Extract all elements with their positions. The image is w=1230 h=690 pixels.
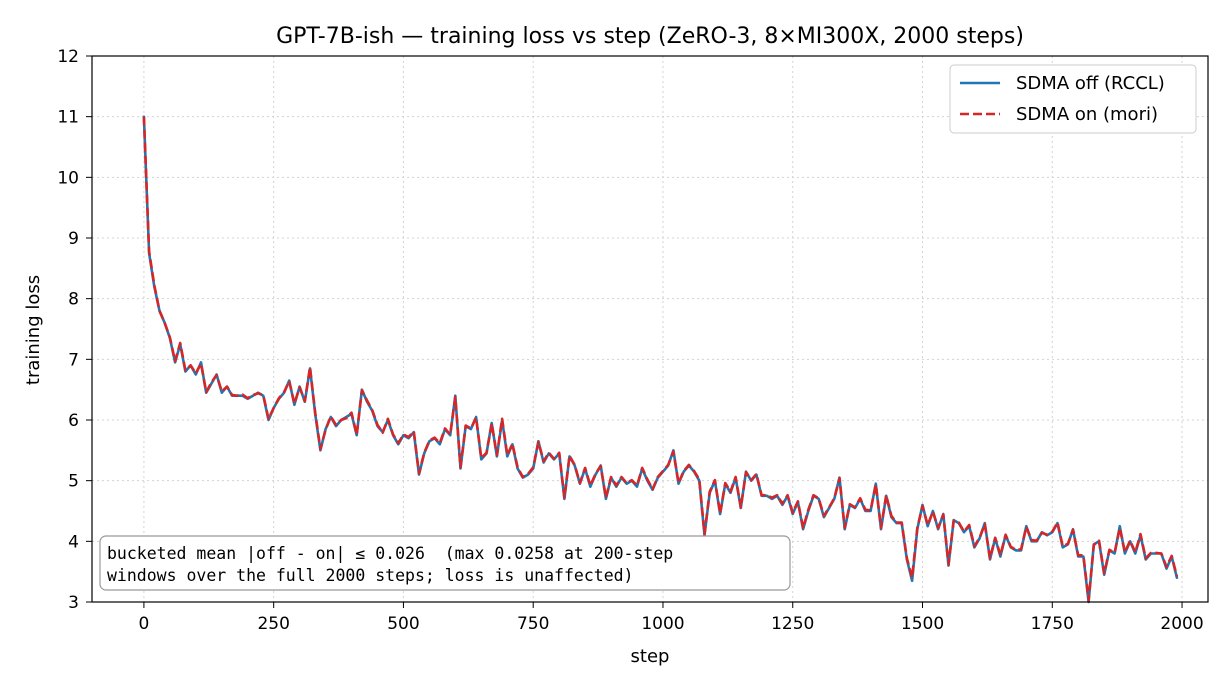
annotation-frame: [99, 535, 791, 591]
legend-label-sdma-off: SDMA off (RCCL): [1016, 73, 1165, 94]
legend-box: [949, 64, 1197, 134]
y-tick-label: 4: [68, 532, 79, 552]
y-tick-label: 8: [68, 290, 79, 310]
y-tick-label: 12: [57, 47, 79, 67]
annotation-box: bucketed mean |off - on| ≤ 0.026 (max 0.…: [99, 535, 791, 591]
y-tick-label: 9: [68, 229, 79, 249]
chart-title: GPT-7B-ish — training loss vs step (ZeRO…: [276, 24, 1024, 49]
y-axis-label: training loss: [23, 275, 44, 385]
tick-layer: 0 250 500 750 1000 1250 1500 1750 2000 3 4 5 6 7 8 9 10 1…: [57, 47, 1203, 634]
x-tick-label: 500: [387, 614, 419, 634]
y-tick-label: 10: [57, 168, 79, 188]
series-layer: [142, 115, 1179, 604]
x-axis-label: step: [631, 646, 670, 667]
y-tick-label: 5: [68, 472, 79, 492]
y-tick-label: 3: [68, 593, 79, 613]
x-tick-label: 1250: [771, 614, 814, 634]
x-tick-label: 1750: [1031, 614, 1074, 634]
x-tick-label: 2000: [1160, 614, 1203, 634]
x-tick-label: 750: [517, 614, 549, 634]
plot-frame: [91, 55, 1209, 603]
y-tick-label: 11: [57, 108, 79, 128]
y-tick-label: 7: [68, 350, 79, 370]
annotation-line-2: windows over the full 2000 steps; loss i…: [107, 566, 634, 585]
x-tick-label: 0: [138, 614, 149, 634]
annotation-line-1: bucketed mean |off - on| ≤ 0.026 (max 0.…: [107, 544, 673, 563]
x-tick-label: 250: [257, 614, 289, 634]
legend-label-sdma-on: SDMA on (mori): [1016, 104, 1158, 125]
y-tick-label: 6: [68, 411, 79, 431]
series-line-sdma-on: [142, 116, 1179, 602]
legend: SDMA off (RCCL) SDMA on (mori): [949, 64, 1197, 134]
x-tick-label: 1500: [901, 614, 944, 634]
x-tick-label: 1000: [641, 614, 684, 634]
